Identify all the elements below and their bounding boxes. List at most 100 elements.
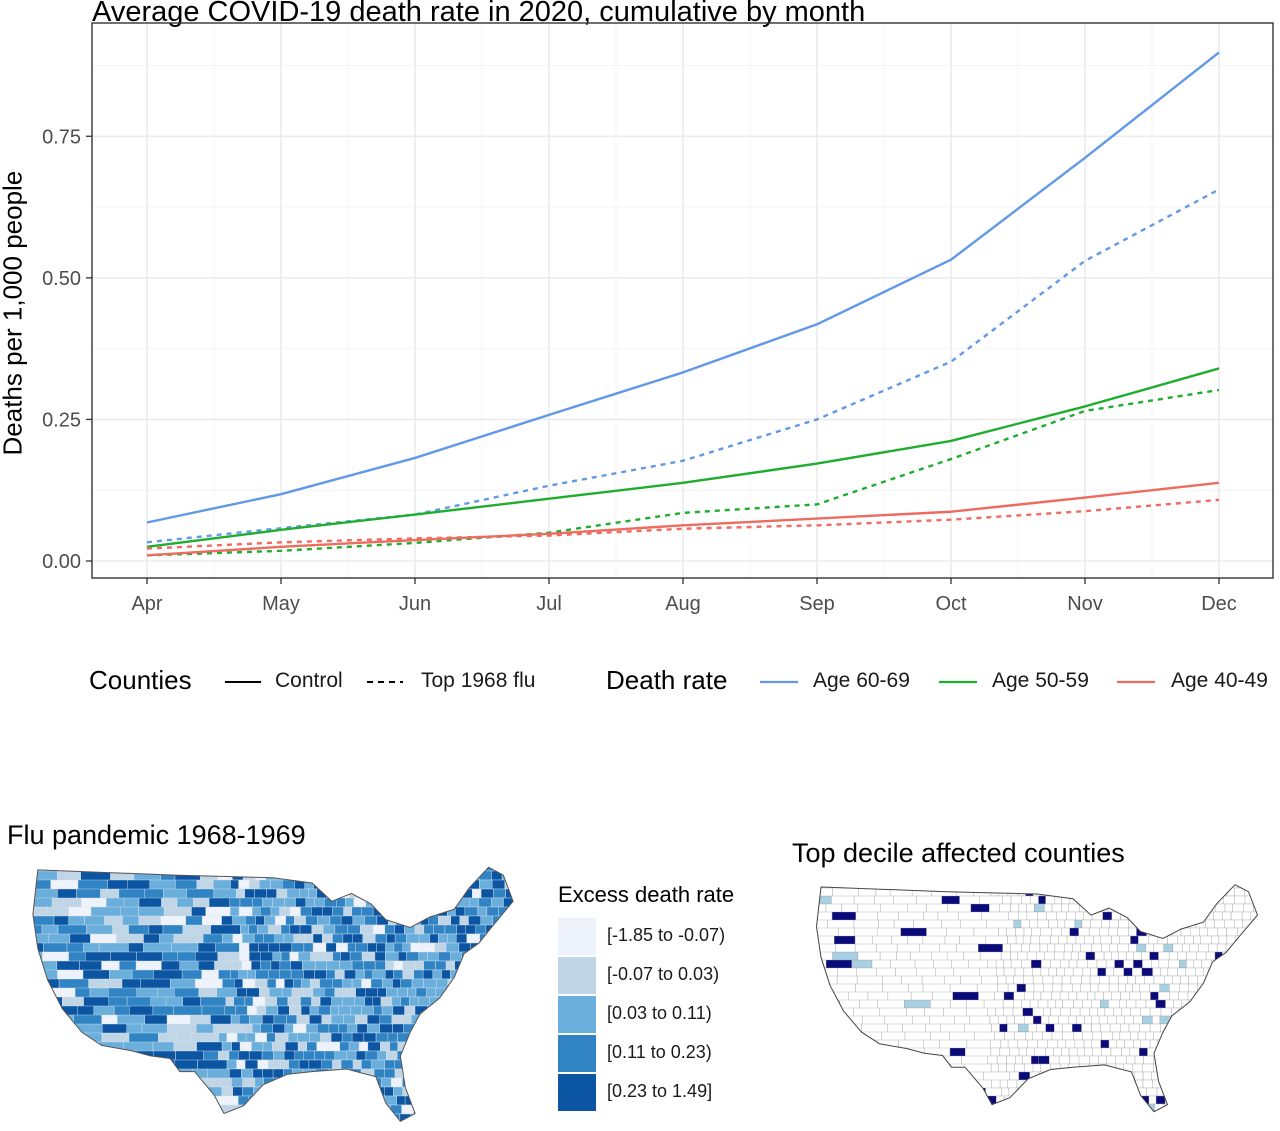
county-cell <box>1055 999 1063 1009</box>
county-cell <box>294 867 308 872</box>
county-cell <box>1049 1071 1058 1081</box>
county-cell <box>1076 1047 1085 1057</box>
county-cell <box>1128 1112 1136 1120</box>
county-cell <box>32 1095 53 1118</box>
county-cell <box>472 888 482 899</box>
county-cell <box>1144 975 1155 985</box>
county-cell <box>524 880 528 889</box>
county-cell <box>1262 920 1271 928</box>
county-cell <box>1223 983 1234 993</box>
county-cell <box>249 1104 259 1115</box>
county-cell <box>1029 943 1041 953</box>
county-cell <box>1025 1031 1033 1041</box>
county-cell <box>305 897 315 908</box>
county-cell <box>1144 911 1153 921</box>
county-cell <box>367 942 377 953</box>
county-cell <box>385 942 395 953</box>
county-cell <box>509 1068 514 1079</box>
county-cell <box>371 879 384 890</box>
county-cell <box>266 978 277 989</box>
county-cell <box>303 942 314 953</box>
county-cell <box>995 959 1004 969</box>
county-cell <box>229 1068 242 1079</box>
county-cell <box>1027 1039 1038 1049</box>
county-cell <box>1003 991 1015 1001</box>
county-cell <box>1178 1023 1190 1033</box>
line-chart: Apr May Jun Jul Aug Sep Oct Nov Dec0.000.250.500… <box>42 22 1274 615</box>
county-cell <box>1261 968 1272 976</box>
x-tick-label: Aug <box>665 593 701 615</box>
county-cell <box>1179 983 1189 993</box>
county-cell <box>1127 975 1136 985</box>
county-cell <box>310 951 324 962</box>
county-cell <box>1031 927 1041 937</box>
county-cell <box>237 1095 249 1106</box>
county-cell <box>1120 1103 1132 1112</box>
county-cell <box>1089 1055 1099 1065</box>
county-cell <box>1121 1007 1131 1017</box>
county-cell <box>851 1055 874 1075</box>
county-cell <box>475 924 487 935</box>
county-cell <box>1148 935 1159 945</box>
county-cell <box>1270 1064 1273 1072</box>
county-cell <box>1188 1063 1200 1073</box>
county-cell <box>515 1033 525 1042</box>
county-cell <box>485 1077 498 1088</box>
county-cell <box>1244 884 1256 889</box>
county-cell <box>505 1005 514 1016</box>
county-cell <box>1155 999 1166 1009</box>
county-cell <box>1220 1071 1228 1081</box>
county-cell <box>1260 944 1270 952</box>
legend-bin-1: [-1.85 to -0.07) <box>558 918 778 955</box>
county-cell <box>463 1086 474 1097</box>
county-cell <box>221 1077 232 1088</box>
series-line-age-50-59-control <box>146 367 1220 549</box>
county-cell <box>1076 887 1085 897</box>
county-cell <box>440 1113 450 1122</box>
county-cell <box>440 888 450 899</box>
county-cell <box>1078 895 1088 905</box>
county-cell <box>946 1095 970 1109</box>
county-cell <box>455 1068 467 1079</box>
county-cell <box>455 906 466 917</box>
county-cell <box>1050 1007 1061 1017</box>
county-cell <box>1217 943 1227 953</box>
county-cell <box>1081 1079 1093 1089</box>
county-cell <box>259 906 272 917</box>
county-cell <box>1133 895 1144 905</box>
county-cell <box>1111 1087 1121 1097</box>
county-cell <box>444 924 457 935</box>
county-cell <box>418 933 430 944</box>
county-cell <box>393 870 403 881</box>
county-cell <box>1121 887 1132 897</box>
county-cell <box>1198 999 1208 1009</box>
county-cell <box>1126 1055 1136 1065</box>
county-cell <box>379 888 391 899</box>
county-cell <box>1058 1015 1070 1025</box>
county-cell <box>969 1095 997 1109</box>
county-cell <box>1056 1079 1065 1089</box>
county-cell <box>347 924 361 935</box>
county-cell <box>286 888 300 899</box>
county-cell <box>228 1050 239 1061</box>
county-cell <box>1173 911 1185 921</box>
county-cell <box>119 1123 137 1130</box>
county-cell <box>306 1041 317 1052</box>
x-tick-label: Apr <box>131 593 162 615</box>
county-cell <box>873 1055 901 1073</box>
county-cell <box>422 969 433 980</box>
county-cell <box>505 1077 514 1088</box>
county-cell <box>1093 935 1102 945</box>
county-cell <box>1014 1015 1025 1025</box>
county-cell <box>1015 884 1026 889</box>
county-cell <box>1267 1032 1272 1040</box>
county-cell <box>1178 1055 1188 1065</box>
county-cell <box>1145 999 1156 1009</box>
x-tick-label: Jun <box>399 593 431 615</box>
county-cell <box>1209 1079 1219 1089</box>
county-cell <box>1215 1047 1227 1057</box>
county-cell <box>351 960 364 971</box>
county-cell <box>304 933 314 944</box>
county-cell <box>1104 1007 1114 1017</box>
county-cell <box>1262 1104 1271 1112</box>
